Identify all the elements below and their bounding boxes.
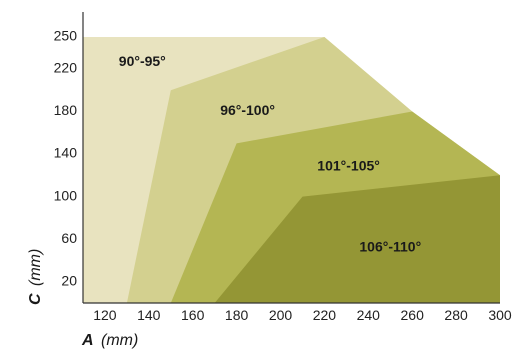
y-tick-label: 60: [61, 230, 77, 246]
y-tick-label: 20: [61, 272, 77, 288]
x-tick-label: 280: [444, 307, 468, 323]
region-label-106-110: 106°-110°: [359, 238, 421, 254]
x-axis-title: A (mm): [81, 332, 138, 349]
x-tick-label: 260: [401, 307, 425, 323]
y-axis-unit: (mm): [27, 249, 44, 286]
region-label-90-95: 90°-95°: [119, 53, 166, 69]
chart-regions: [83, 37, 501, 303]
x-tick-label: 200: [269, 307, 293, 323]
y-tick-label: 140: [54, 145, 78, 161]
x-axis-var: A: [81, 332, 94, 349]
y-tick-label: 100: [54, 187, 78, 203]
y-tick-label: 220: [54, 60, 78, 76]
y-tick-label: 180: [54, 102, 78, 118]
x-tick-label: 160: [181, 307, 205, 323]
x-axis-ticks: 120 140 160 180 200 220 240 260 280 300: [93, 307, 512, 323]
x-tick-label: 300: [488, 307, 512, 323]
x-tick-label: 220: [313, 307, 337, 323]
region-label-96-100: 96°-100°: [220, 102, 275, 118]
y-axis-title: C (mm): [27, 249, 44, 305]
region-label-101-105: 101°-105°: [317, 158, 380, 174]
x-tick-label: 120: [93, 307, 117, 323]
region-106-110: [214, 175, 500, 303]
x-axis-unit: (mm): [101, 332, 138, 349]
x-tick-label: 240: [357, 307, 381, 323]
y-axis-var: C: [27, 293, 44, 305]
x-tick-label: 140: [137, 307, 161, 323]
region-labels: 90°-95° 96°-100° 101°-105° 106°-110°: [119, 53, 421, 254]
y-axis-ticks: 250 220 180 140 100 60 20: [54, 28, 78, 289]
y-tick-label: 250: [54, 28, 78, 44]
x-tick-label: 180: [225, 307, 249, 323]
